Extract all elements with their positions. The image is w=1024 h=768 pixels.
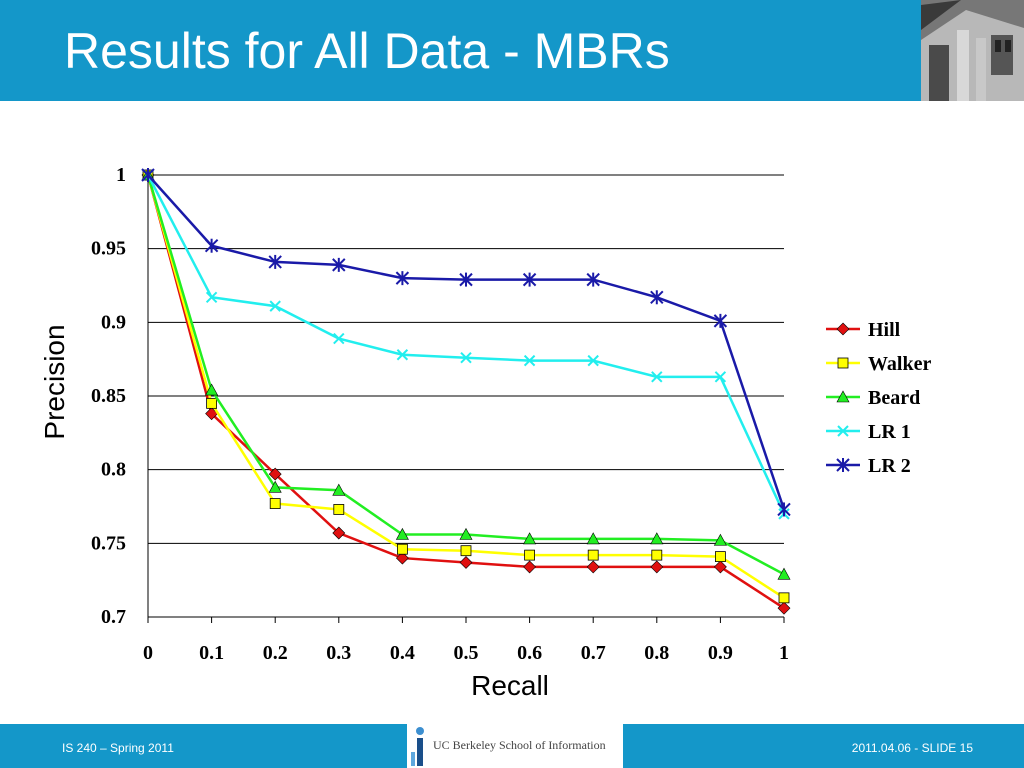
slide-title: Results for All Data - MBRs bbox=[64, 23, 670, 79]
data-point-walker bbox=[715, 551, 726, 562]
x-tick-label: 0.7 bbox=[581, 642, 606, 664]
y-axis-title: Precision bbox=[39, 324, 70, 439]
data-point-lr2 bbox=[459, 272, 473, 287]
y-tick-label: 0.95 bbox=[91, 238, 126, 260]
data-point-beard bbox=[332, 483, 346, 496]
data-point-beard bbox=[205, 383, 219, 396]
data-point-walker bbox=[206, 397, 218, 409]
data-point-walker bbox=[269, 498, 281, 509]
x-tick-label: 0.3 bbox=[326, 642, 351, 664]
data-point-lr1 bbox=[523, 354, 536, 367]
legend-label-walker: Walker bbox=[868, 353, 931, 375]
data-point-hill bbox=[459, 556, 473, 569]
slide-footer: IS 240 – Spring 2011 UC Berkeley School … bbox=[0, 724, 1024, 768]
data-point-lr1 bbox=[269, 300, 281, 312]
data-point-lr1 bbox=[714, 371, 727, 383]
building-photo bbox=[921, 0, 1024, 101]
data-point-beard bbox=[650, 532, 664, 545]
data-point-hill bbox=[650, 560, 664, 574]
series-beard bbox=[141, 168, 791, 580]
data-point-walker bbox=[396, 543, 408, 555]
data-point-lr1 bbox=[205, 291, 218, 303]
legend-label-beard: Beard bbox=[868, 387, 920, 409]
y-tick-label: 0.8 bbox=[101, 459, 126, 481]
data-point-hill bbox=[586, 560, 600, 574]
data-point-hill bbox=[268, 467, 282, 481]
x-tick-label: 0.9 bbox=[708, 642, 733, 664]
data-point-walker bbox=[524, 549, 535, 561]
logo-text: UC Berkeley School of Information bbox=[433, 738, 606, 752]
data-point-lr2 bbox=[395, 271, 410, 286]
data-point-walker bbox=[333, 504, 345, 515]
data-point-beard bbox=[459, 527, 473, 540]
data-point-beard bbox=[777, 567, 791, 580]
footer-course: IS 240 – Spring 2011 bbox=[62, 741, 174, 755]
series-lr1 bbox=[142, 169, 790, 520]
y-tick-label: 0.75 bbox=[91, 532, 126, 554]
data-point-hill bbox=[395, 551, 409, 565]
x-tick-label: 0.4 bbox=[390, 642, 415, 664]
data-point-lr2 bbox=[777, 502, 791, 517]
ischool-logo: UC Berkeley School of Information bbox=[407, 724, 623, 768]
x-tick-label: 0.2 bbox=[263, 642, 288, 664]
data-point-lr1 bbox=[396, 349, 409, 361]
series-line-lr2 bbox=[147, 174, 786, 510]
series-lr2 bbox=[141, 168, 791, 517]
data-point-walker bbox=[651, 549, 663, 561]
data-point-walker bbox=[778, 592, 790, 604]
data-point-lr2 bbox=[522, 272, 537, 287]
data-point-beard bbox=[268, 480, 282, 493]
data-point-hill bbox=[523, 560, 537, 574]
data-point-lr2 bbox=[332, 257, 346, 272]
legend-marker-beard bbox=[836, 390, 850, 403]
y-tick-label: 0.85 bbox=[91, 385, 126, 407]
x-tick-label: 0.5 bbox=[454, 642, 479, 664]
legend-label-hill: Hill bbox=[868, 319, 901, 341]
x-tick-label: 0.8 bbox=[644, 642, 669, 664]
legend-label-lr2: LR 2 bbox=[868, 455, 911, 477]
precision-recall-chart: 1 0.95 0.9 0.85 0.8 0.75 0.7 0 0.1 0.2 0.3 0.4 0.5 0.… bbox=[39, 164, 931, 701]
x-tick-label: 0.1 bbox=[199, 642, 224, 664]
data-point-lr2 bbox=[713, 313, 728, 328]
data-point-beard bbox=[395, 527, 409, 540]
legend-marker-walker bbox=[837, 357, 849, 369]
data-point-lr2 bbox=[268, 254, 282, 269]
series-line-beard bbox=[146, 174, 785, 576]
data-point-lr2 bbox=[586, 272, 600, 287]
y-tick-label: 1 bbox=[116, 164, 126, 186]
data-point-beard bbox=[523, 532, 537, 545]
data-point-lr1 bbox=[333, 332, 345, 345]
data-point-hill bbox=[777, 601, 791, 615]
y-tick-label: 0.9 bbox=[101, 311, 126, 333]
x-axis-title: Recall bbox=[471, 670, 549, 701]
footer-slide-number: 2011.04.06 - SLIDE 15 bbox=[851, 741, 973, 755]
legend-marker-lr1 bbox=[837, 425, 849, 437]
data-point-lr2 bbox=[141, 168, 155, 182]
data-point-lr1 bbox=[587, 354, 599, 367]
data-point-walker bbox=[460, 545, 472, 557]
data-point-hill bbox=[713, 560, 727, 574]
slide-header: Results for All Data - MBRs bbox=[0, 0, 1024, 101]
x-tick-label: 0.6 bbox=[517, 642, 542, 664]
data-point-lr2 bbox=[204, 238, 219, 253]
data-point-hill bbox=[332, 526, 346, 540]
data-point-lr1 bbox=[460, 351, 472, 364]
series-line-lr1 bbox=[146, 174, 786, 515]
legend-marker-lr2 bbox=[836, 458, 850, 472]
data-point-lr1 bbox=[651, 371, 663, 383]
data-point-walker bbox=[587, 549, 599, 561]
data-point-lr2 bbox=[650, 290, 664, 305]
y-tick-label: 0.7 bbox=[101, 606, 126, 628]
data-point-beard bbox=[586, 532, 600, 545]
ischool-logo-icon bbox=[411, 727, 424, 766]
chart-legend: Hill Walker Beard LR 1 LR 2 bbox=[826, 319, 931, 477]
x-tick-label: 1 bbox=[779, 642, 789, 664]
legend-label-lr1: LR 1 bbox=[868, 421, 911, 443]
legend-marker-hill bbox=[836, 322, 850, 336]
data-point-beard bbox=[713, 533, 727, 546]
x-tick-label: 0 bbox=[143, 642, 153, 664]
